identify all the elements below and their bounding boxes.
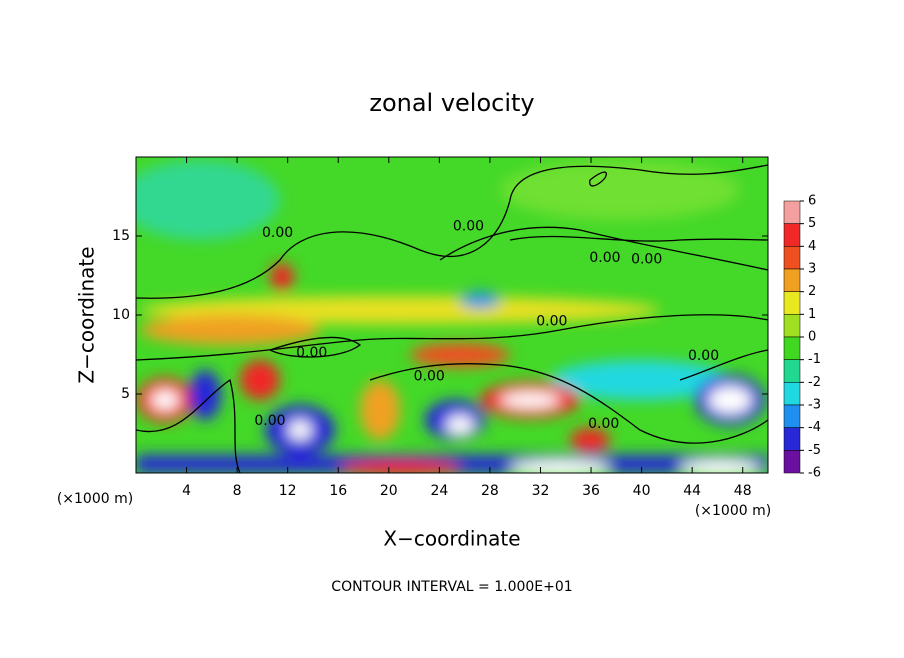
contour-label: 0.00 xyxy=(453,219,484,235)
colorbar-swatch xyxy=(783,427,801,451)
colorbar-tick-label: -5 xyxy=(808,443,821,458)
x-tick-label: 28 xyxy=(481,483,499,499)
y-unit-label: (×1000 m) xyxy=(57,491,133,507)
colorbar-tick-label: 6 xyxy=(808,194,816,209)
chart-title: zonal velocity xyxy=(369,89,534,117)
x-tick-label: 16 xyxy=(329,483,347,499)
x-tick-label: 4 xyxy=(182,483,191,499)
x-tick-label: 24 xyxy=(430,483,448,499)
colorbar-tick-label: -6 xyxy=(808,466,821,481)
x-tick-label: 12 xyxy=(279,483,297,499)
contour-label: 0.00 xyxy=(296,345,327,361)
footer: CONTOUR INTERVAL = 1.000E+01 xyxy=(331,579,572,595)
y-tick-label: 10 xyxy=(112,307,130,323)
colorbar-swatch xyxy=(783,291,801,315)
colorbar-tick-label: 0 xyxy=(808,330,816,345)
x-axis-label: X−coordinate xyxy=(383,527,520,551)
contour-label: 0.00 xyxy=(262,225,293,241)
colorbar-swatch xyxy=(783,382,801,406)
colorbar-tick-label: 3 xyxy=(808,262,816,277)
x-tick-label: 44 xyxy=(683,483,701,499)
colorbar-tick-label: -3 xyxy=(808,398,821,413)
colorbar-tick-label: -1 xyxy=(808,352,821,367)
contour-label: 0.00 xyxy=(631,252,662,268)
y-axis-label: Z−coordinate xyxy=(75,246,99,383)
colorbar-tick-label: 5 xyxy=(808,216,816,231)
colorbar-swatch xyxy=(783,223,801,247)
contour-label: 0.00 xyxy=(536,313,567,329)
colorbar-swatch xyxy=(783,450,801,474)
contour-label: 0.00 xyxy=(688,348,719,364)
colorbar-swatch xyxy=(783,336,801,360)
colorbar-tick-label: 4 xyxy=(808,239,816,254)
field xyxy=(136,157,768,473)
colorbar-swatch xyxy=(783,359,801,383)
x-tick-label: 20 xyxy=(380,483,398,499)
x-tick-label: 40 xyxy=(633,483,651,499)
x-unit-label: (×1000 m) xyxy=(695,503,771,519)
colorbar-tick-label: -2 xyxy=(808,375,821,390)
x-tick-label: 48 xyxy=(734,483,752,499)
contour-label: 0.00 xyxy=(589,250,620,266)
colorbar-swatch xyxy=(783,268,801,292)
colorbar-swatch xyxy=(783,314,801,338)
x-tick-label: 32 xyxy=(532,483,550,499)
colorbar-swatch xyxy=(783,200,801,224)
contour-label: 0.00 xyxy=(414,369,445,385)
colorbar-tick-label: 1 xyxy=(808,307,816,322)
x-tick-label: 8 xyxy=(233,483,242,499)
colorbar-swatch xyxy=(783,246,801,270)
y-tick-label: 15 xyxy=(112,228,130,244)
contour-label: 0.00 xyxy=(254,413,285,429)
contour-label: 0.00 xyxy=(588,416,619,432)
colorbar-tick-label: 2 xyxy=(808,284,816,299)
y-tick-label: 5 xyxy=(121,386,130,402)
colorbar-tick-label: -4 xyxy=(808,420,821,435)
x-tick-label: 36 xyxy=(582,483,600,499)
colorbar-swatch xyxy=(783,404,801,428)
